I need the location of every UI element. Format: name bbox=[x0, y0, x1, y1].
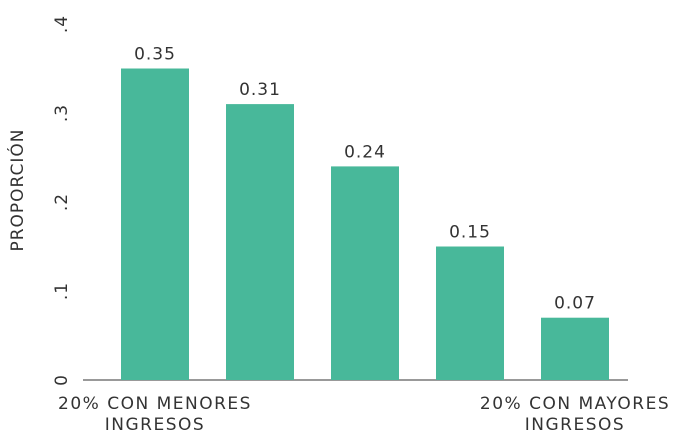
bar bbox=[541, 317, 609, 380]
value-label: 0.31 bbox=[239, 80, 281, 100]
value-label: 0.24 bbox=[344, 142, 386, 162]
value-label: 0.35 bbox=[134, 45, 176, 65]
value-label: 0.15 bbox=[449, 223, 491, 243]
y-tick-label: .4 bbox=[52, 15, 72, 33]
bar bbox=[121, 68, 189, 380]
bar bbox=[226, 104, 294, 380]
bar bbox=[331, 166, 399, 380]
value-label: 0.07 bbox=[554, 294, 596, 314]
bar bbox=[436, 246, 504, 380]
y-tick-label: .2 bbox=[52, 193, 72, 211]
x-tick-label: 20% CON MAYORES INGRESOS bbox=[479, 394, 671, 435]
x-tick-label: 20% CON MENORES INGRESOS bbox=[58, 394, 252, 435]
y-tick-label: 0 bbox=[52, 374, 72, 386]
y-tick-label: .1 bbox=[52, 282, 72, 300]
y-tick-label: .3 bbox=[52, 104, 72, 122]
y-axis-label: PROPORCIÓN bbox=[6, 128, 28, 251]
